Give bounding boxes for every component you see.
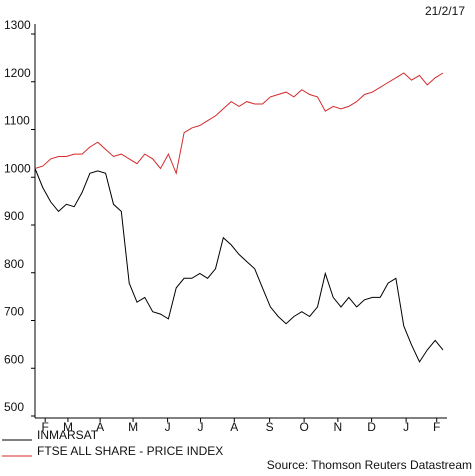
data-line (34, 168, 444, 363)
y-tick-label: 1300 (4, 18, 31, 32)
x-tick-label: F (42, 420, 49, 434)
data-line (34, 72, 444, 176)
y-tick-label: 1100 (4, 114, 30, 128)
legend-label: FTSE ALL SHARE - PRICE INDEX (37, 444, 223, 458)
source-note: Source: Thomson Reuters Datastream (267, 458, 472, 472)
x-tick-label: F (433, 420, 440, 434)
x-tick-label: N (334, 420, 343, 434)
y-tick-label: 900 (4, 209, 24, 223)
y-tick-label: 800 (4, 257, 24, 271)
x-tick-label: O (299, 420, 308, 434)
y-tick-label: 700 (4, 305, 24, 319)
y-tick-label: 1200 (4, 66, 31, 80)
date-label: 21/2/17 (425, 4, 465, 18)
x-tick-label: M (128, 420, 138, 434)
legend-label: INMARSAT (37, 428, 99, 442)
x-tick-label: A (96, 420, 104, 434)
y-tick-label: 500 (4, 400, 24, 414)
x-tick-label: J (165, 420, 171, 434)
y-tick-label: 600 (4, 352, 24, 366)
x-tick-label: D (367, 420, 376, 434)
x-tick-label: S (266, 420, 274, 434)
x-tick-label: A (230, 420, 238, 434)
y-tick-label: 1000 (4, 161, 31, 175)
x-tick-label: J (403, 420, 409, 434)
x-tick-label: J (198, 420, 204, 434)
x-tick-label: M (63, 420, 73, 434)
